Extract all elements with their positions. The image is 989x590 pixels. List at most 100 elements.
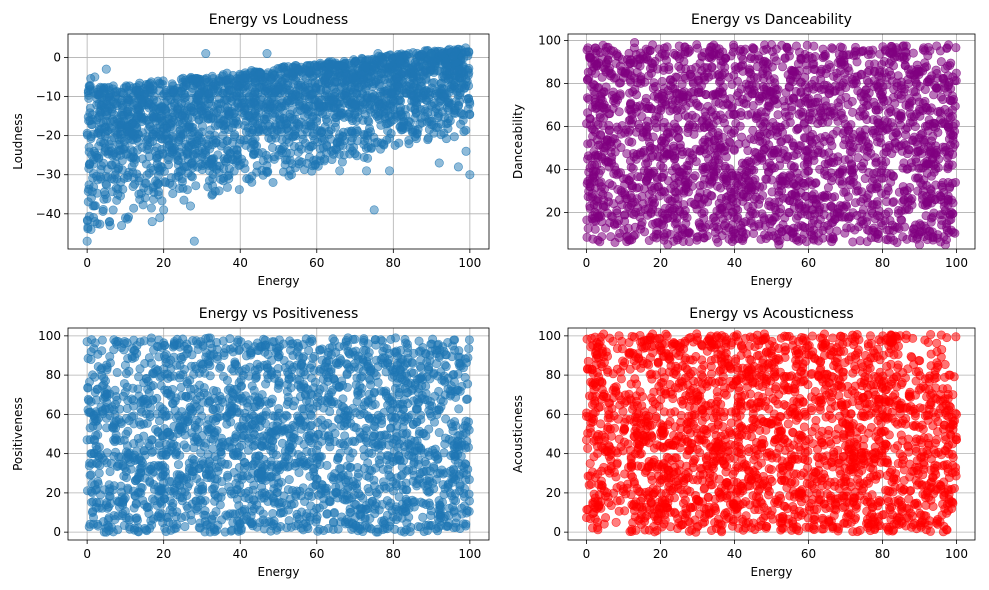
y-tick-label: −10	[36, 90, 61, 104]
scatter-point	[908, 135, 918, 145]
scatter-point	[765, 102, 775, 112]
scatter-point	[410, 125, 420, 135]
scatter-point	[771, 121, 781, 131]
x-tick-label: 100	[458, 256, 481, 270]
scatter-point	[715, 72, 725, 82]
scatter-point	[179, 162, 189, 172]
scatter-point	[294, 121, 304, 131]
scatter-point	[674, 171, 684, 181]
y-tick-label: 20	[546, 205, 561, 219]
scatter-point	[437, 49, 447, 59]
scatter-point	[255, 67, 265, 77]
scatter-point	[582, 232, 592, 242]
scatter-point	[441, 90, 451, 100]
scatter-point	[205, 166, 215, 176]
scatter-point	[646, 152, 656, 162]
scatter-point	[811, 194, 821, 204]
scatter-point	[86, 224, 96, 234]
scatter-point	[818, 44, 828, 54]
scatter-point	[670, 193, 680, 203]
x-axis-label: Energy	[750, 274, 792, 288]
scatter-point	[820, 159, 830, 169]
scatter-point	[832, 126, 842, 136]
scatter-point	[731, 228, 741, 238]
scatter-point	[730, 125, 740, 135]
scatter-point	[747, 165, 757, 175]
scatter-point	[857, 215, 867, 225]
scatter-point	[208, 77, 218, 87]
scatter-point	[196, 159, 206, 169]
scatter-point	[890, 222, 900, 232]
scatter-point	[582, 215, 592, 225]
scatter-point	[722, 195, 732, 205]
scatter-point	[866, 148, 876, 158]
scatter-point	[828, 108, 838, 118]
scatter-point	[827, 176, 837, 186]
scatter-point	[229, 166, 239, 176]
scatter-point	[607, 180, 617, 190]
scatter-point	[888, 48, 898, 58]
scatter-point	[115, 87, 125, 97]
scatter-point	[691, 62, 701, 72]
scatter-point	[807, 218, 817, 228]
scatter-point	[606, 232, 616, 242]
scatter-point	[266, 134, 276, 144]
scatter-point	[100, 147, 110, 157]
scatter-point	[896, 109, 906, 119]
scatter-point	[417, 118, 427, 128]
scatter-point	[650, 183, 660, 193]
scatter-point	[762, 90, 772, 100]
scatter-point	[301, 66, 311, 76]
scatter-point	[659, 43, 669, 53]
scatter-point	[377, 58, 387, 68]
scatter-point	[627, 137, 637, 147]
x-tick-label: 20	[156, 256, 171, 270]
scatter-point	[374, 79, 384, 89]
scatter-point	[864, 226, 874, 236]
scatter-point	[585, 163, 595, 173]
scatter-point	[762, 162, 772, 172]
scatter-point	[405, 78, 415, 88]
scatter-point	[277, 98, 287, 108]
scatter-point	[880, 216, 890, 226]
scatter-point	[861, 84, 871, 94]
scatter-point	[280, 160, 290, 170]
scatter-point	[810, 209, 820, 219]
scatter-point	[356, 70, 366, 80]
scatter-point	[235, 135, 245, 145]
scatter-point	[680, 49, 690, 59]
scatter-point	[668, 104, 678, 114]
scatter-point	[944, 40, 954, 50]
scatter-point	[938, 142, 948, 152]
scatter-point	[385, 59, 395, 69]
scatter-point	[314, 102, 324, 112]
scatter-point	[106, 143, 116, 153]
scatter-point	[908, 228, 918, 238]
scatter-point	[732, 190, 742, 200]
scatter-point	[730, 176, 740, 186]
scatter-point	[98, 204, 108, 214]
scatter-point	[749, 135, 759, 145]
scatter-point	[167, 118, 177, 128]
scatter-point	[460, 83, 470, 93]
scatter-point	[83, 86, 93, 96]
scatter-point	[289, 131, 299, 141]
scatter-point	[778, 62, 788, 72]
scatter-point	[819, 84, 829, 94]
scatter-point	[633, 172, 643, 182]
scatter-point	[593, 235, 603, 245]
scatter-point	[441, 119, 451, 129]
scatter-point	[359, 79, 369, 89]
scatter-point	[892, 238, 902, 248]
scatter-point	[830, 214, 840, 224]
scatter-point	[587, 188, 597, 198]
scatter-point	[665, 75, 675, 85]
scatter-point	[853, 153, 863, 163]
scatter-point	[610, 162, 620, 172]
scatter-point	[382, 89, 392, 99]
scatter-point	[703, 197, 713, 207]
scatter-point	[850, 225, 860, 235]
scatter-point	[919, 221, 929, 231]
scatter-point	[711, 90, 721, 100]
scatter-point	[201, 49, 211, 59]
